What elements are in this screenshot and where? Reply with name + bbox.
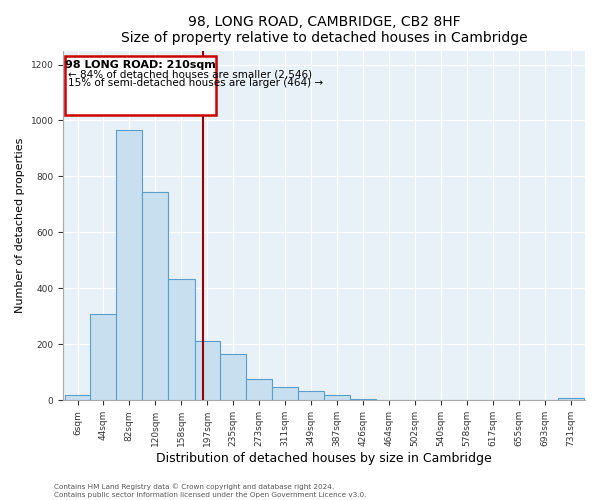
Bar	[298, 391, 324, 400]
Bar	[246, 380, 272, 400]
Bar	[194, 340, 220, 400]
Text: 98 LONG ROAD: 210sqm: 98 LONG ROAD: 210sqm	[65, 60, 215, 70]
Bar	[220, 354, 246, 401]
X-axis label: Distribution of detached houses by size in Cambridge: Distribution of detached houses by size …	[156, 452, 492, 465]
Bar	[350, 399, 376, 400]
Bar	[272, 387, 298, 400]
Text: Contains public sector information licensed under the Open Government Licence v3: Contains public sector information licen…	[54, 492, 367, 498]
Text: 15% of semi-detached houses are larger (464) →: 15% of semi-detached houses are larger (…	[68, 78, 323, 88]
FancyBboxPatch shape	[65, 56, 215, 115]
Y-axis label: Number of detached properties: Number of detached properties	[15, 138, 25, 313]
Bar	[65, 395, 91, 400]
Bar	[116, 130, 142, 400]
Text: ← 84% of detached houses are smaller (2,546): ← 84% of detached houses are smaller (2,…	[68, 70, 312, 80]
Text: Contains HM Land Registry data © Crown copyright and database right 2024.: Contains HM Land Registry data © Crown c…	[54, 484, 334, 490]
Bar	[168, 278, 194, 400]
Bar	[91, 314, 116, 400]
Bar	[558, 398, 584, 400]
Title: 98, LONG ROAD, CAMBRIDGE, CB2 8HF
Size of property relative to detached houses i: 98, LONG ROAD, CAMBRIDGE, CB2 8HF Size o…	[121, 15, 527, 45]
Bar	[324, 396, 350, 400]
Bar	[142, 192, 168, 400]
